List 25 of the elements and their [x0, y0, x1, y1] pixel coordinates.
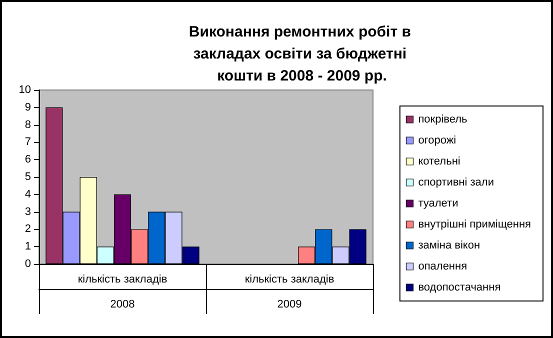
y-tick-label: 1: [24, 240, 31, 253]
legend-label: котельні: [418, 156, 460, 168]
y-tick-label: 8: [24, 118, 31, 131]
legend-label: заміна вікон: [418, 240, 480, 252]
y-tick-label: 2: [24, 223, 31, 236]
text: 2008: [110, 298, 135, 310]
x-tick-label: кількість закладів: [78, 274, 168, 286]
y-tick-label: 4: [24, 188, 31, 200]
legend-label: покрівель: [418, 114, 468, 126]
x-tick-label: кількість закладів: [244, 274, 334, 286]
y-tick-label: 3: [24, 206, 31, 218]
legend-label: огорожі: [418, 134, 456, 146]
legend-label: опалення: [418, 260, 468, 272]
legend-label: туалети: [418, 198, 458, 210]
text: 2009: [277, 298, 302, 310]
y-tick-label: 10: [18, 84, 31, 96]
legend-label: внутрішні приміщення: [418, 218, 532, 230]
y-tick-label: 7: [24, 136, 31, 148]
legend-label: водопостачання: [418, 282, 501, 294]
chart-title: Виконання ремонтних робіт в закладах освіти за бюджетні кошти в 2008 - 2009 рр.: [188, 24, 416, 84]
y-tick-label: 5: [24, 171, 31, 183]
legend-label: спортивні зали: [418, 176, 494, 188]
y-tick-label: 0: [24, 258, 31, 270]
y-tick-label: 9: [24, 101, 31, 114]
y-tick-label: 6: [24, 154, 31, 166]
